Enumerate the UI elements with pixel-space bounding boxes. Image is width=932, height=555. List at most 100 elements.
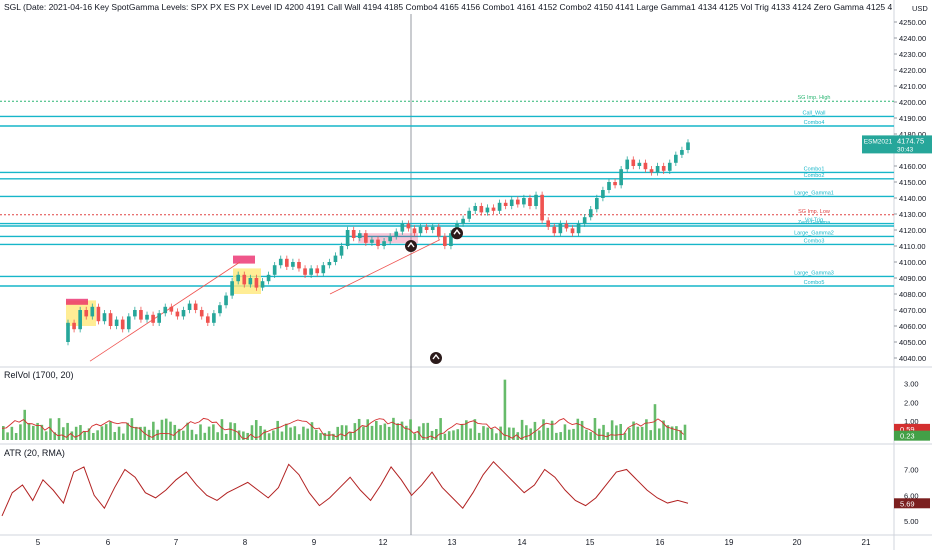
candle-body[interactable] bbox=[601, 190, 605, 198]
candle-body[interactable] bbox=[303, 268, 307, 275]
candle-body[interactable] bbox=[309, 268, 313, 275]
candle-body[interactable] bbox=[582, 217, 587, 224]
candle-body[interactable] bbox=[667, 162, 672, 171]
candle-body[interactable] bbox=[327, 262, 332, 266]
candle-body[interactable] bbox=[278, 258, 283, 266]
candle-body[interactable] bbox=[169, 306, 174, 312]
candle-body[interactable] bbox=[564, 223, 569, 229]
candle-body[interactable] bbox=[72, 322, 76, 330]
candle-body[interactable] bbox=[619, 169, 623, 186]
candle-body[interactable] bbox=[205, 316, 210, 323]
candle-body[interactable] bbox=[552, 226, 557, 234]
candle-body[interactable] bbox=[333, 255, 338, 262]
candle-body[interactable] bbox=[145, 314, 149, 320]
candle-body[interactable] bbox=[655, 166, 660, 173]
candle-body[interactable] bbox=[406, 223, 411, 229]
event-marker-icon[interactable] bbox=[405, 240, 417, 252]
candle-body[interactable] bbox=[151, 314, 155, 323]
candle-body[interactable] bbox=[291, 262, 295, 267]
candle-body[interactable] bbox=[84, 310, 89, 317]
event-marker-icon[interactable] bbox=[451, 227, 463, 240]
candle-body[interactable] bbox=[443, 236, 447, 246]
candle-body[interactable] bbox=[497, 202, 502, 211]
candle-body[interactable] bbox=[66, 322, 70, 342]
candle-body[interactable] bbox=[436, 226, 441, 237]
candle-body[interactable] bbox=[102, 313, 107, 322]
candle-body[interactable] bbox=[546, 220, 551, 227]
candle-body[interactable] bbox=[357, 233, 362, 238]
candle-body[interactable] bbox=[394, 231, 399, 237]
candle-body[interactable] bbox=[133, 310, 137, 317]
candle-body[interactable] bbox=[515, 199, 520, 205]
candle-body[interactable] bbox=[534, 194, 538, 206]
candle-body[interactable] bbox=[224, 295, 228, 306]
candle-body[interactable] bbox=[473, 206, 478, 211]
candle-body[interactable] bbox=[558, 223, 563, 234]
candle-body[interactable] bbox=[680, 150, 684, 155]
candle-body[interactable] bbox=[631, 159, 636, 166]
candle-body[interactable] bbox=[260, 281, 265, 288]
candle-body[interactable] bbox=[674, 154, 678, 163]
candle-body[interactable] bbox=[376, 239, 380, 246]
candle-body[interactable] bbox=[175, 311, 180, 317]
candle-body[interactable] bbox=[588, 209, 593, 218]
candle-body[interactable] bbox=[382, 241, 386, 246]
candle-body[interactable] bbox=[248, 278, 253, 285]
candle-body[interactable] bbox=[78, 310, 82, 330]
candle-body[interactable] bbox=[649, 169, 654, 173]
candle-body[interactable] bbox=[412, 228, 417, 234]
candle-body[interactable] bbox=[449, 233, 453, 246]
candle-body[interactable] bbox=[193, 303, 198, 310]
candle-body[interactable] bbox=[503, 202, 508, 206]
candle-body[interactable] bbox=[643, 162, 648, 170]
candle-body[interactable] bbox=[139, 310, 143, 320]
candle-body[interactable] bbox=[509, 199, 514, 206]
candle-body[interactable] bbox=[479, 206, 484, 213]
candle-body[interactable] bbox=[424, 226, 429, 230]
candle-body[interactable] bbox=[364, 233, 368, 243]
candle-body[interactable] bbox=[90, 306, 95, 317]
candle-body[interactable] bbox=[315, 268, 320, 274]
candle-body[interactable] bbox=[157, 313, 161, 323]
candle-body[interactable] bbox=[236, 274, 241, 282]
candle-body[interactable] bbox=[595, 198, 599, 210]
candle-body[interactable] bbox=[430, 226, 435, 230]
candle-body[interactable] bbox=[613, 182, 617, 186]
candle-body[interactable] bbox=[400, 223, 405, 232]
candle-body[interactable] bbox=[230, 281, 234, 296]
candle-body[interactable] bbox=[120, 319, 125, 330]
candle-body[interactable] bbox=[285, 258, 289, 267]
candle-body[interactable] bbox=[485, 207, 490, 213]
candle-body[interactable] bbox=[388, 236, 392, 242]
candle-body[interactable] bbox=[254, 278, 259, 288]
candle-body[interactable] bbox=[637, 162, 642, 166]
candle-body[interactable] bbox=[212, 313, 216, 323]
candle-body[interactable] bbox=[528, 198, 532, 206]
candle-body[interactable] bbox=[522, 198, 526, 205]
candle-body[interactable] bbox=[491, 207, 496, 211]
candle-body[interactable] bbox=[540, 194, 544, 221]
candle-body[interactable] bbox=[297, 262, 301, 269]
candle-body[interactable] bbox=[187, 303, 192, 310]
event-marker-icon[interactable] bbox=[430, 352, 442, 364]
candle-body[interactable] bbox=[625, 159, 630, 170]
candle-body[interactable] bbox=[242, 274, 247, 285]
candle-body[interactable] bbox=[686, 142, 690, 150]
candle-body[interactable] bbox=[126, 316, 131, 330]
candle-body[interactable] bbox=[351, 230, 356, 238]
candle-body[interactable] bbox=[661, 166, 666, 171]
candle-body[interactable] bbox=[461, 218, 465, 224]
candle-body[interactable] bbox=[418, 226, 423, 234]
candle-body[interactable] bbox=[108, 313, 113, 326]
candle-body[interactable] bbox=[199, 310, 204, 317]
candle-body[interactable] bbox=[370, 239, 374, 243]
candle-body[interactable] bbox=[218, 305, 222, 314]
candle-body[interactable] bbox=[570, 228, 575, 234]
candle-body[interactable] bbox=[576, 223, 581, 234]
candle-body[interactable] bbox=[181, 310, 186, 317]
candle-body[interactable] bbox=[321, 265, 326, 274]
candle-body[interactable] bbox=[467, 210, 471, 219]
candle-body[interactable] bbox=[339, 246, 344, 256]
